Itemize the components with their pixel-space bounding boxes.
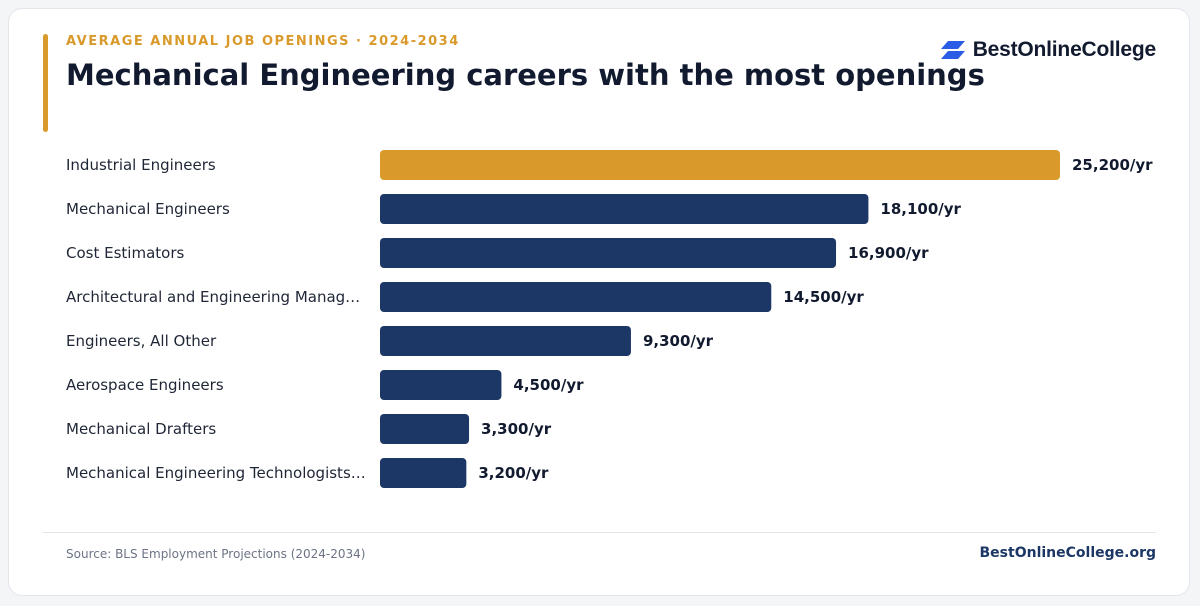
bar: [380, 194, 869, 224]
title-accent-bar: [43, 34, 48, 132]
category-label: Mechanical Engineering Technologists…: [66, 464, 366, 482]
value-label: 25,200/yr: [1072, 156, 1153, 174]
category-label: Aerospace Engineers: [66, 376, 224, 394]
category-label: Industrial Engineers: [66, 156, 216, 174]
bar: [380, 458, 467, 488]
bar: [380, 238, 837, 268]
source-note: Source: BLS Employment Projections (2024…: [66, 547, 366, 561]
parallelogram-stripes-logo-icon: [940, 41, 965, 59]
footer-divider: [43, 532, 1156, 533]
value-label: 3,300/yr: [481, 420, 552, 438]
bar: [380, 370, 502, 400]
page-title: Mechanical Engineering careers with the …: [66, 58, 985, 92]
category-label: Cost Estimators: [66, 244, 184, 262]
eyebrow-label: AVERAGE ANNUAL JOB OPENINGS · 2024-2034: [66, 34, 460, 49]
value-label: 4,500/yr: [513, 376, 584, 394]
value-label: 9,300/yr: [643, 332, 714, 350]
bar: [380, 326, 631, 356]
category-label: Engineers, All Other: [66, 332, 217, 350]
site-link[interactable]: BestOnlineCollege.org: [979, 545, 1156, 561]
category-label: Mechanical Drafters: [66, 420, 216, 438]
category-label: Mechanical Engineers: [66, 200, 230, 218]
bar: [380, 414, 470, 444]
bar: [380, 282, 772, 312]
category-label: Architectural and Engineering Manag…: [66, 288, 360, 306]
brand-logo[interactable]: BestOnlineCollege: [940, 38, 1157, 62]
value-label: 3,200/yr: [478, 464, 549, 482]
value-label: 16,900/yr: [848, 244, 929, 262]
value-label: 18,100/yr: [880, 200, 961, 218]
bar: [380, 150, 1060, 180]
brand-name: BestOnlineCollege: [972, 38, 1157, 61]
value-label: 14,500/yr: [783, 288, 864, 306]
